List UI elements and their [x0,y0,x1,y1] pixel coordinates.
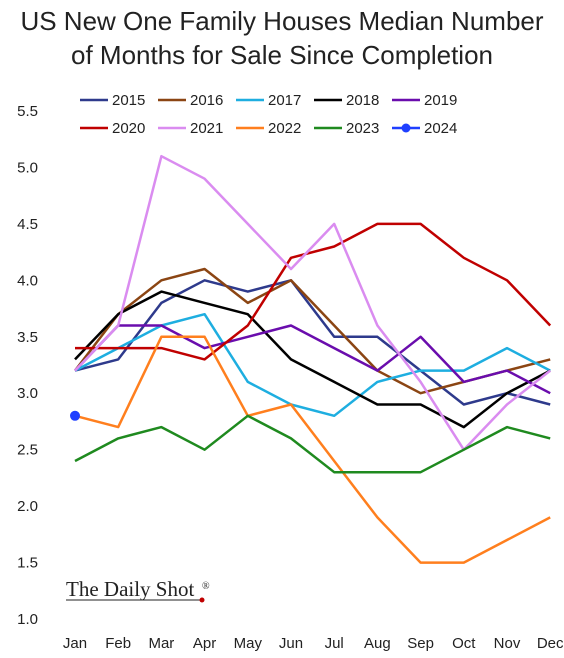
x-tick-label: Jun [279,635,303,652]
x-tick-label: Sep [407,635,434,652]
legend-label-2015: 2015 [112,92,145,109]
legend-label-2017: 2017 [268,92,301,109]
x-tick-label: Jan [63,635,87,652]
series-line-2019 [74,324,551,395]
series-line-2015 [74,279,551,406]
x-tick-label: Oct [452,635,476,652]
watermark-dot [199,597,205,603]
y-tick-label: 1.0 [17,611,38,628]
y-tick-label: 5.5 [17,103,38,120]
y-tick-label: 4.5 [17,216,38,233]
x-axis: Jan Feb Mar Apr May Jun Jul Aug Sep Oct Nov Dec [63,635,564,652]
y-tick-label: 3.5 [17,329,38,346]
x-tick-label: Nov [494,635,521,652]
chart-title-line-1: US New One Family Houses Median Number [20,6,544,36]
series-line-2016 [74,267,551,395]
legend-label-2016: 2016 [190,92,223,109]
legend-label-2024: 2024 [424,120,457,137]
watermark-text: The Daily Shot [66,577,194,601]
y-tick-label: 3.0 [17,385,38,402]
x-tick-label: Mar [148,635,174,652]
y-axis: 1.0 1.5 2.0 2.5 3.0 3.5 4.0 4.5 5.0 5.5 [17,103,38,628]
legend-label-2018: 2018 [346,92,379,109]
chart-title-line-2: of Months for Sale Since Completion [71,40,493,70]
x-tick-label: Apr [193,635,216,652]
legend-marker-2024 [401,123,411,133]
x-tick-label: Feb [105,635,131,652]
y-tick-label: 4.0 [17,272,38,289]
watermark: The Daily Shot ® [66,577,210,603]
y-tick-label: 2.0 [17,498,38,515]
y-tick-label: 1.5 [17,555,38,572]
series-line-2023 [74,414,551,474]
watermark-registered-mark: ® [202,581,210,592]
series-line-2018 [74,290,551,429]
series-line-2017 [74,312,551,418]
legend-label-2020: 2020 [112,120,145,137]
legend: 2015 2016 2017 2018 2019 2020 2021 2022 2023 2024 [80,92,457,137]
series-line-2020 [75,222,552,361]
series-layer [70,154,552,564]
x-tick-label: Dec [537,635,564,652]
legend-label-2023: 2023 [346,120,379,137]
legend-label-2019: 2019 [424,92,457,109]
y-tick-label: 2.5 [17,442,38,459]
legend-label-2021: 2021 [190,120,223,137]
series-point-2024 [70,410,80,421]
x-tick-label: Jul [325,635,344,652]
series-line-2022 [74,335,551,564]
x-tick-label: Aug [364,635,391,652]
legend-label-2022: 2022 [268,120,301,137]
series-line-2021 [74,154,551,451]
y-tick-label: 5.0 [17,159,38,176]
x-tick-label: May [234,635,263,652]
